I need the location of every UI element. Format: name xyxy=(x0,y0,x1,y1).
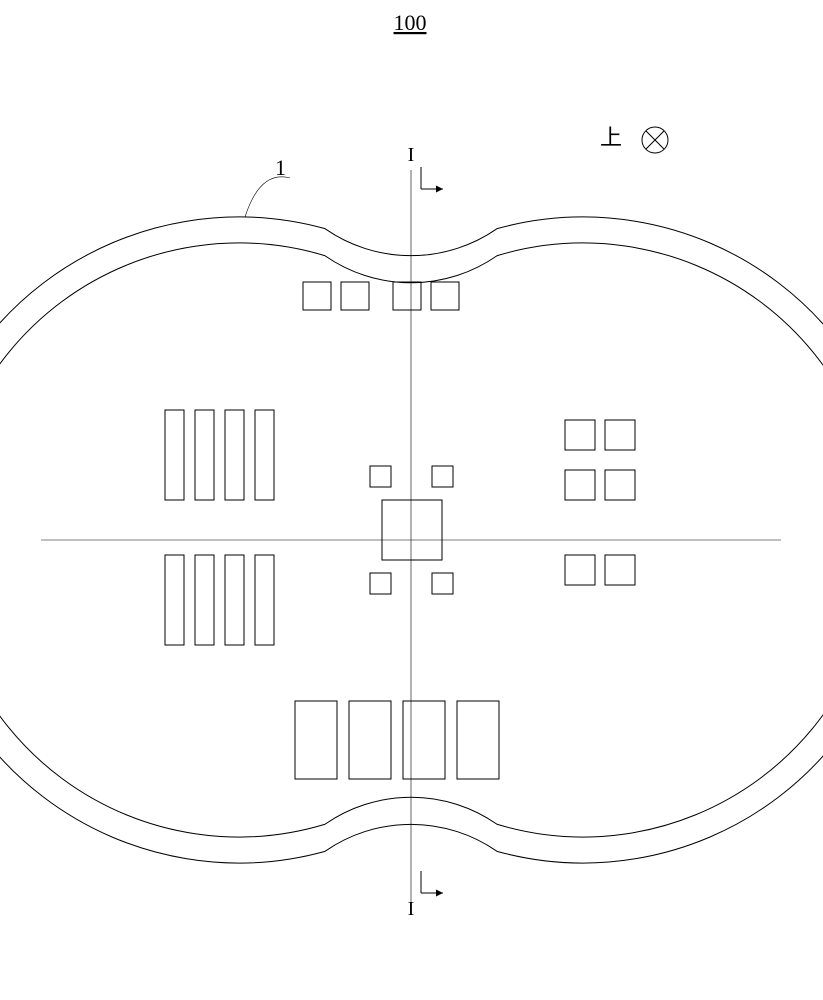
section-label: I xyxy=(408,898,415,920)
left-rect xyxy=(195,555,214,645)
section-label: I xyxy=(408,144,415,166)
center-small-square xyxy=(432,466,453,487)
right-square xyxy=(565,470,595,500)
bottom-rect xyxy=(295,701,337,779)
diagram-canvas: 100 上 I I 1 xyxy=(0,0,823,1000)
section-arrow-head xyxy=(436,186,443,193)
right-square xyxy=(565,420,595,450)
left-rect xyxy=(195,410,214,500)
bottom-rect xyxy=(403,701,445,779)
figure-title: 100 xyxy=(394,10,427,35)
section-arrow-head xyxy=(436,890,443,897)
bottom-rect xyxy=(349,701,391,779)
top-square xyxy=(431,282,459,310)
bottom-rect xyxy=(457,701,499,779)
left-rect xyxy=(255,410,274,500)
diagram-svg: 100 上 I I 1 xyxy=(0,0,823,1000)
top-square xyxy=(341,282,369,310)
left-rect xyxy=(225,410,244,500)
right-square xyxy=(605,470,635,500)
top-square xyxy=(393,282,421,310)
orientation-label: 上 xyxy=(600,125,622,150)
top-square xyxy=(303,282,331,310)
center-small-square xyxy=(370,466,391,487)
leader-line xyxy=(245,177,290,217)
right-square xyxy=(565,555,595,585)
left-rect xyxy=(255,555,274,645)
left-rect xyxy=(165,555,184,645)
center-square xyxy=(382,500,442,560)
right-square xyxy=(605,555,635,585)
center-small-square xyxy=(370,573,391,594)
left-rect xyxy=(165,410,184,500)
leader-label: 1 xyxy=(275,155,286,180)
center-small-square xyxy=(432,573,453,594)
right-square xyxy=(605,420,635,450)
left-rect xyxy=(225,555,244,645)
